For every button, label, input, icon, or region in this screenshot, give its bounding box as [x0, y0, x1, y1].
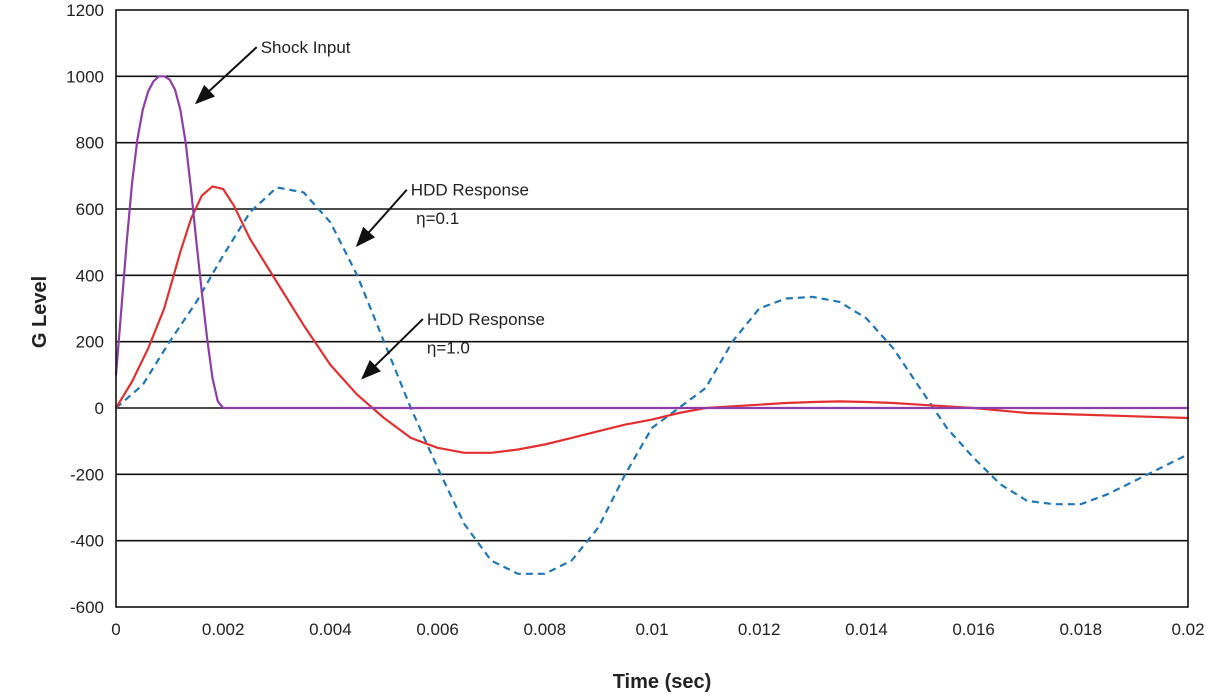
annotation-label: η=0.1 — [416, 209, 459, 228]
x-tick-label: 0.004 — [309, 620, 352, 639]
annotation-arrow — [361, 318, 424, 380]
grid-lines — [116, 75, 1188, 542]
x-tick-label: 0.01 — [635, 620, 668, 639]
series-lines — [114, 75, 1190, 575]
x-tick-label: 0.02 — [1171, 620, 1204, 639]
annotation-arrow — [194, 46, 258, 105]
x-tick-label: 0.002 — [202, 620, 245, 639]
x-tick-label: 0.008 — [524, 620, 567, 639]
y-tick-label: -400 — [70, 532, 104, 551]
y-axis-title: G Level — [29, 276, 51, 348]
y-tick-label: 400 — [76, 266, 104, 285]
y-tick-label: -200 — [70, 465, 104, 484]
annotation-arrow — [355, 189, 408, 247]
y-tick-label: 600 — [76, 200, 104, 219]
x-tick-label: 0.012 — [738, 620, 781, 639]
tick-labels: 1200 1000 800 600 400 200 0 -200 -400 -600 0 0.002 0… — [66, 1, 1204, 639]
y-tick-label: 1200 — [66, 1, 104, 20]
x-tick-label: 0.014 — [845, 620, 888, 639]
annotation-label: HDD Response — [427, 310, 545, 329]
x-tick-label: 0.006 — [416, 620, 459, 639]
x-tick-label: 0 — [111, 620, 120, 639]
series-line — [114, 75, 1190, 410]
y-tick-label: 0 — [95, 399, 104, 418]
series-line — [115, 186, 1189, 575]
plot-frame — [115, 9, 1189, 608]
plot-border — [115, 9, 1189, 608]
annotations: Shock Input HDD Response η=0.1 HDD Response… — [194, 38, 545, 380]
annotation-label: η=1.0 — [427, 338, 470, 357]
annotation-label: HDD Response — [411, 181, 529, 200]
y-tick-label: 200 — [76, 333, 104, 352]
x-axis-title: Time (sec) — [613, 671, 712, 693]
y-tick-label: 1000 — [66, 67, 104, 86]
annotation-label: Shock Input — [261, 38, 351, 57]
y-tick-label: 800 — [76, 134, 104, 153]
series-line — [114, 185, 1190, 454]
x-tick-label: 0.018 — [1060, 620, 1103, 639]
x-tick-label: 0.016 — [952, 620, 995, 639]
y-tick-label: -600 — [70, 598, 104, 617]
